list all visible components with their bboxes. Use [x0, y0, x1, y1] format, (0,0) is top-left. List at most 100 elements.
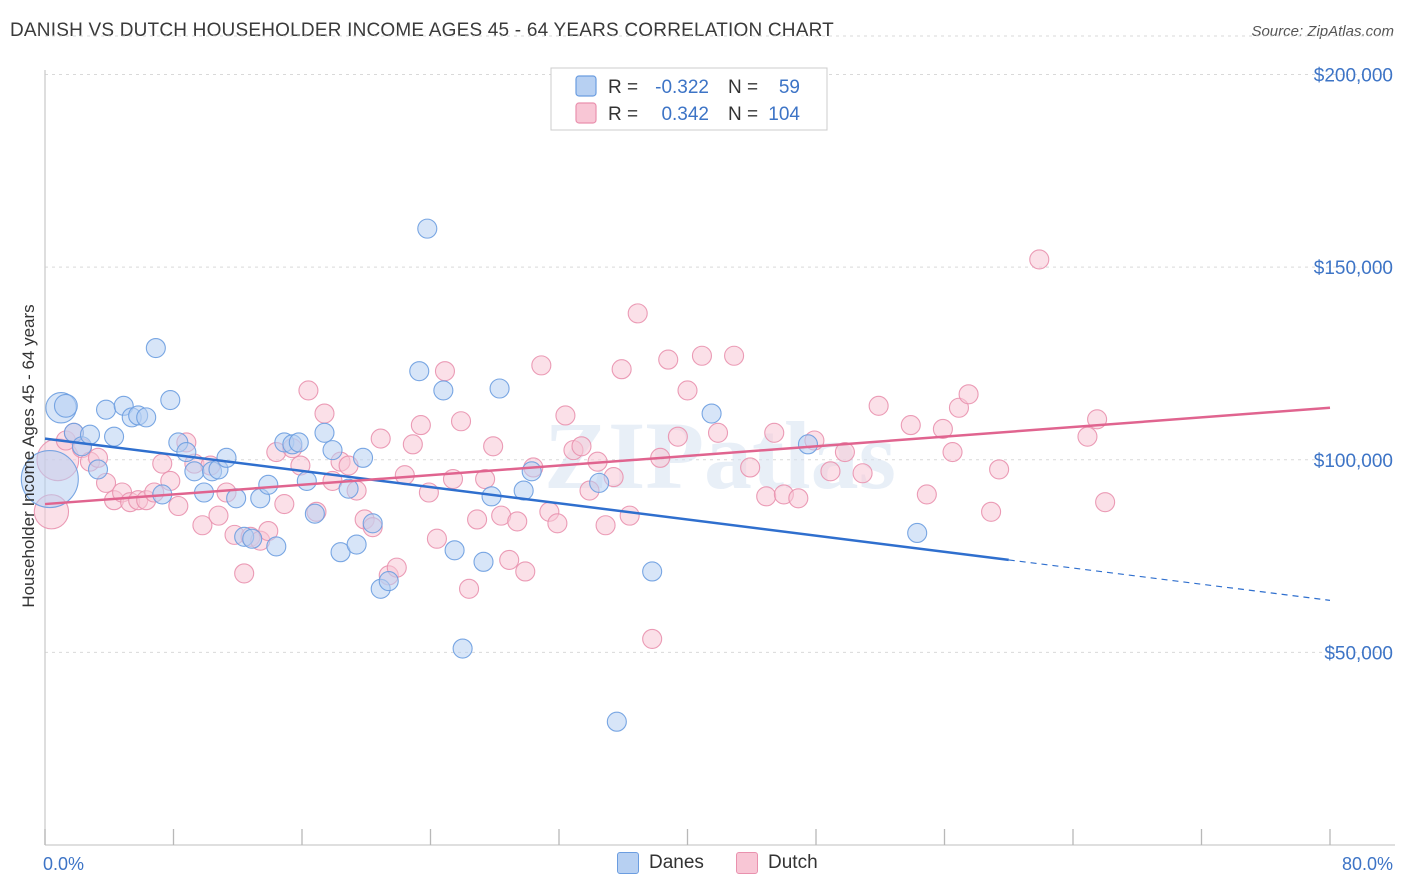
dutch-point	[595, 515, 616, 536]
danes-point	[53, 393, 78, 418]
dutch-point	[834, 442, 855, 463]
danes-point	[330, 542, 351, 563]
danes-point	[417, 218, 438, 239]
dutch-point	[658, 349, 679, 370]
y-axis-title: Householder Income Ages 45 - 64 years	[19, 304, 38, 607]
legend-swatch-dutch	[575, 102, 597, 124]
x-axis-ticks	[44, 829, 1331, 845]
legend-r-label-danes: R =	[608, 77, 638, 98]
dutch-point	[627, 303, 648, 324]
danes-point	[87, 459, 109, 480]
dutch-point	[208, 505, 229, 526]
danes-point	[642, 561, 663, 582]
dutch-point	[515, 561, 536, 582]
danes-point	[378, 571, 399, 592]
danes-point	[322, 440, 343, 461]
bottom-legend-swatch-dutch	[736, 852, 758, 874]
dutch-trend-line	[44, 406, 1331, 506]
danes-trend-line	[44, 437, 1009, 562]
dutch-point	[788, 488, 809, 509]
dutch-point	[571, 436, 592, 457]
danes-point	[589, 472, 610, 493]
dutch-point	[475, 468, 496, 490]
bottom-legend-label-danes: Danes	[649, 852, 704, 873]
dutch-point	[1029, 249, 1050, 270]
danes-points	[20, 218, 928, 732]
legend-r-value-danes: -0.322	[655, 77, 709, 98]
danes-point	[226, 488, 247, 509]
dutch-point	[852, 463, 873, 484]
danes-point	[473, 551, 494, 572]
danes-point	[352, 447, 374, 468]
danes-point	[258, 474, 279, 495]
danes-point	[606, 711, 627, 732]
danes-point	[79, 424, 101, 445]
danes-point	[907, 522, 928, 544]
dutch-point	[619, 505, 640, 526]
dutch-point	[756, 486, 777, 507]
dutch-point	[370, 428, 391, 449]
danes-point	[136, 407, 157, 428]
legend-swatch-danes	[575, 75, 597, 97]
dutch-point	[981, 501, 1002, 522]
source-label: Source: ZipAtlas.com	[1251, 23, 1394, 40]
dutch-point	[467, 509, 488, 530]
bottom-legend-swatch-danes	[617, 852, 639, 874]
dutch-point	[450, 411, 472, 432]
danes-point	[314, 422, 335, 443]
bottom-legend-label-dutch: Dutch	[768, 852, 818, 873]
x-tick-label-max: 80.0%	[1342, 854, 1393, 874]
dutch-point	[410, 415, 431, 436]
dutch-point	[314, 403, 335, 424]
dutch-point	[402, 434, 423, 455]
danes-point	[489, 378, 510, 399]
danes-point	[184, 461, 205, 482]
bottom-legend-danes: Danes	[617, 852, 704, 874]
dutch-point	[868, 395, 889, 416]
danes-point	[288, 432, 309, 453]
danes-point	[452, 638, 473, 659]
dutch-point	[168, 495, 189, 517]
dutch-point	[958, 384, 979, 405]
danes-point	[20, 449, 79, 509]
danes-point	[346, 534, 367, 555]
dutch-point	[724, 345, 745, 366]
dutch-point	[740, 457, 761, 478]
danes-point	[242, 528, 263, 549]
legend-n-label-dutch: N =	[728, 104, 758, 125]
y-tick-label: $50,000	[1324, 643, 1393, 664]
danes-point	[409, 361, 430, 382]
danes-point	[145, 337, 166, 359]
danes-point	[296, 470, 317, 492]
dutch-point	[942, 442, 963, 463]
danes-point	[362, 513, 383, 534]
dutch-point	[691, 345, 713, 366]
y-axis-tick-labels: $50,000 $100,000 $150,000 $200,000	[1314, 66, 1393, 665]
danes-point	[266, 536, 287, 557]
dutch-point	[1095, 492, 1116, 513]
legend: R = -0.322 N = 59 R = 0.342 N = 104	[550, 67, 828, 131]
dutch-point	[611, 359, 632, 380]
dutch-point	[707, 422, 729, 443]
dutch-point	[989, 459, 1010, 480]
dutch-point	[531, 355, 552, 376]
dutch-point	[932, 418, 953, 439]
danes-point	[95, 399, 117, 420]
danes-trend-extension	[1008, 559, 1331, 601]
legend-n-value-dutch: 104	[768, 104, 800, 125]
dutch-points	[33, 249, 1116, 649]
dutch-point	[152, 453, 173, 474]
dutch-point	[677, 380, 698, 401]
dutch-point	[507, 511, 528, 532]
dutch-point	[764, 422, 785, 443]
dutch-point	[192, 515, 213, 536]
dutch-point	[234, 563, 255, 584]
dutch-point	[667, 426, 688, 447]
danes-point	[104, 426, 125, 447]
dutch-point	[916, 484, 937, 505]
dutch-point	[499, 549, 520, 570]
dutch-point	[298, 380, 319, 401]
danes-point	[304, 503, 325, 524]
dutch-point	[820, 461, 841, 482]
